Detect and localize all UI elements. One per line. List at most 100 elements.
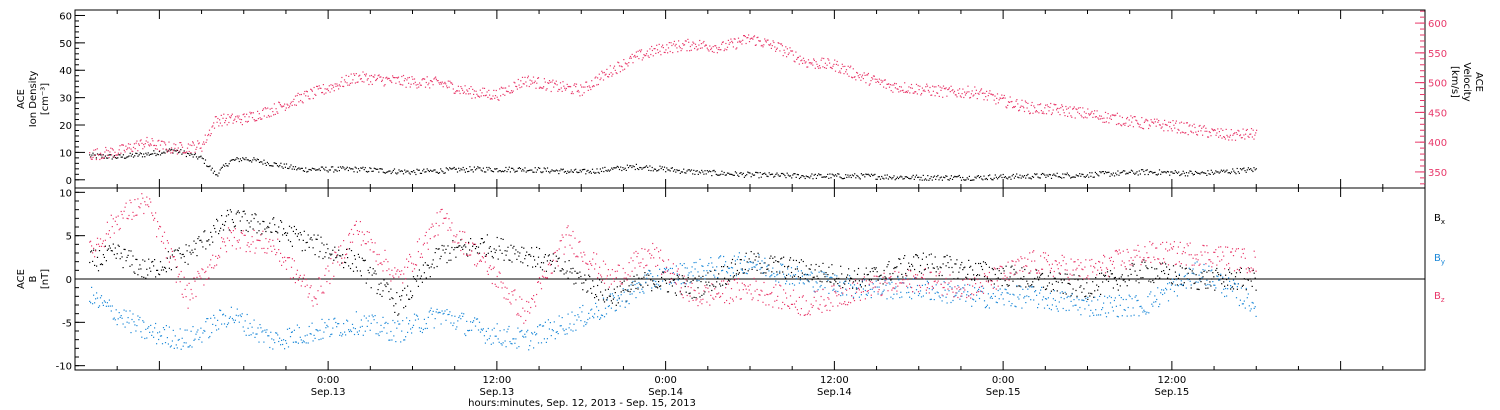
density-point	[1053, 173, 1055, 175]
bx-point	[492, 257, 494, 259]
bx-point	[368, 272, 370, 274]
velocity-point	[617, 61, 619, 63]
velocity-point	[1002, 97, 1004, 99]
bx-point	[407, 285, 409, 287]
by-point	[684, 267, 686, 269]
density-point	[904, 176, 906, 178]
by-point	[642, 290, 644, 293]
by-point	[1028, 296, 1030, 298]
bx-point	[708, 281, 710, 283]
density-point	[388, 170, 390, 172]
bx-point	[595, 294, 597, 296]
velocity-point	[516, 86, 518, 88]
velocity-point	[278, 101, 280, 103]
velocity-point	[864, 74, 866, 76]
by-point	[364, 330, 366, 332]
bx-point	[906, 275, 908, 277]
velocity-point	[197, 140, 199, 142]
by-point	[229, 316, 231, 318]
density-point	[414, 171, 416, 174]
by-point	[1210, 270, 1212, 272]
velocity-point	[413, 83, 415, 85]
velocity-point	[594, 77, 596, 79]
bx-point	[563, 273, 565, 275]
bx-point	[784, 265, 786, 268]
density-point	[190, 152, 192, 155]
velocity-point	[627, 65, 629, 67]
by-point	[179, 328, 181, 330]
bx-point	[1003, 270, 1005, 272]
by-point	[502, 342, 504, 344]
bx-point	[374, 270, 376, 272]
velocity-point	[726, 49, 728, 51]
by-point	[1251, 301, 1253, 304]
velocity-point	[700, 43, 702, 45]
density-point	[652, 170, 654, 172]
velocity-point	[262, 109, 264, 111]
velocity-point	[945, 87, 947, 89]
density-point	[155, 154, 157, 157]
velocity-point	[869, 83, 871, 85]
velocity-point	[1235, 132, 1237, 134]
velocity-point	[1044, 107, 1046, 109]
density-point	[424, 171, 426, 173]
velocity-point	[862, 78, 864, 80]
density-point	[577, 172, 579, 174]
by-point	[331, 333, 333, 335]
velocity-point	[925, 86, 927, 88]
bx-point	[1210, 285, 1212, 287]
velocity-point	[860, 79, 862, 81]
velocity-point	[1046, 104, 1048, 106]
bx-point	[876, 271, 878, 273]
density-point	[344, 169, 346, 171]
by-point	[332, 327, 334, 329]
bx-point	[839, 285, 841, 287]
velocity-point	[159, 144, 162, 146]
bx-point	[439, 258, 441, 260]
velocity-point	[1050, 113, 1053, 116]
bx-point	[643, 276, 645, 278]
by-point	[1217, 275, 1219, 278]
density-point	[856, 174, 858, 177]
by-point	[816, 282, 818, 284]
velocity-point	[249, 111, 251, 113]
density-point	[739, 172, 741, 174]
density-point	[683, 168, 685, 170]
bx-point	[1182, 284, 1184, 287]
density-point	[289, 166, 291, 168]
velocity-point	[1221, 137, 1223, 139]
velocity-point	[544, 81, 546, 83]
velocity-point	[1131, 121, 1133, 123]
velocity-point	[521, 86, 523, 88]
by-point	[1159, 303, 1161, 305]
bx-point	[318, 256, 320, 258]
velocity-point	[1191, 125, 1193, 127]
density-point	[937, 174, 939, 177]
velocity-point	[168, 141, 170, 143]
velocity-point	[1132, 126, 1134, 128]
density-point	[1027, 173, 1029, 175]
velocity-point	[1198, 125, 1200, 127]
density-point	[417, 169, 419, 171]
by-point	[1014, 305, 1016, 307]
bx-point	[542, 262, 545, 264]
by-point	[964, 284, 966, 286]
by-point	[368, 315, 370, 317]
velocity-point	[1167, 130, 1169, 132]
velocity-point	[329, 91, 331, 93]
density-point	[1180, 174, 1182, 176]
velocity-point	[537, 77, 540, 79]
by-point	[718, 257, 720, 259]
by-point	[769, 276, 771, 278]
bx-point	[508, 259, 510, 261]
density-point	[303, 170, 306, 172]
velocity-point	[305, 95, 307, 97]
by-point	[1185, 287, 1187, 289]
density-point	[913, 178, 915, 180]
density-point	[554, 170, 556, 172]
by-point	[263, 341, 265, 343]
velocity-point	[111, 148, 113, 150]
by-point	[288, 327, 291, 329]
bx-point	[486, 234, 488, 236]
